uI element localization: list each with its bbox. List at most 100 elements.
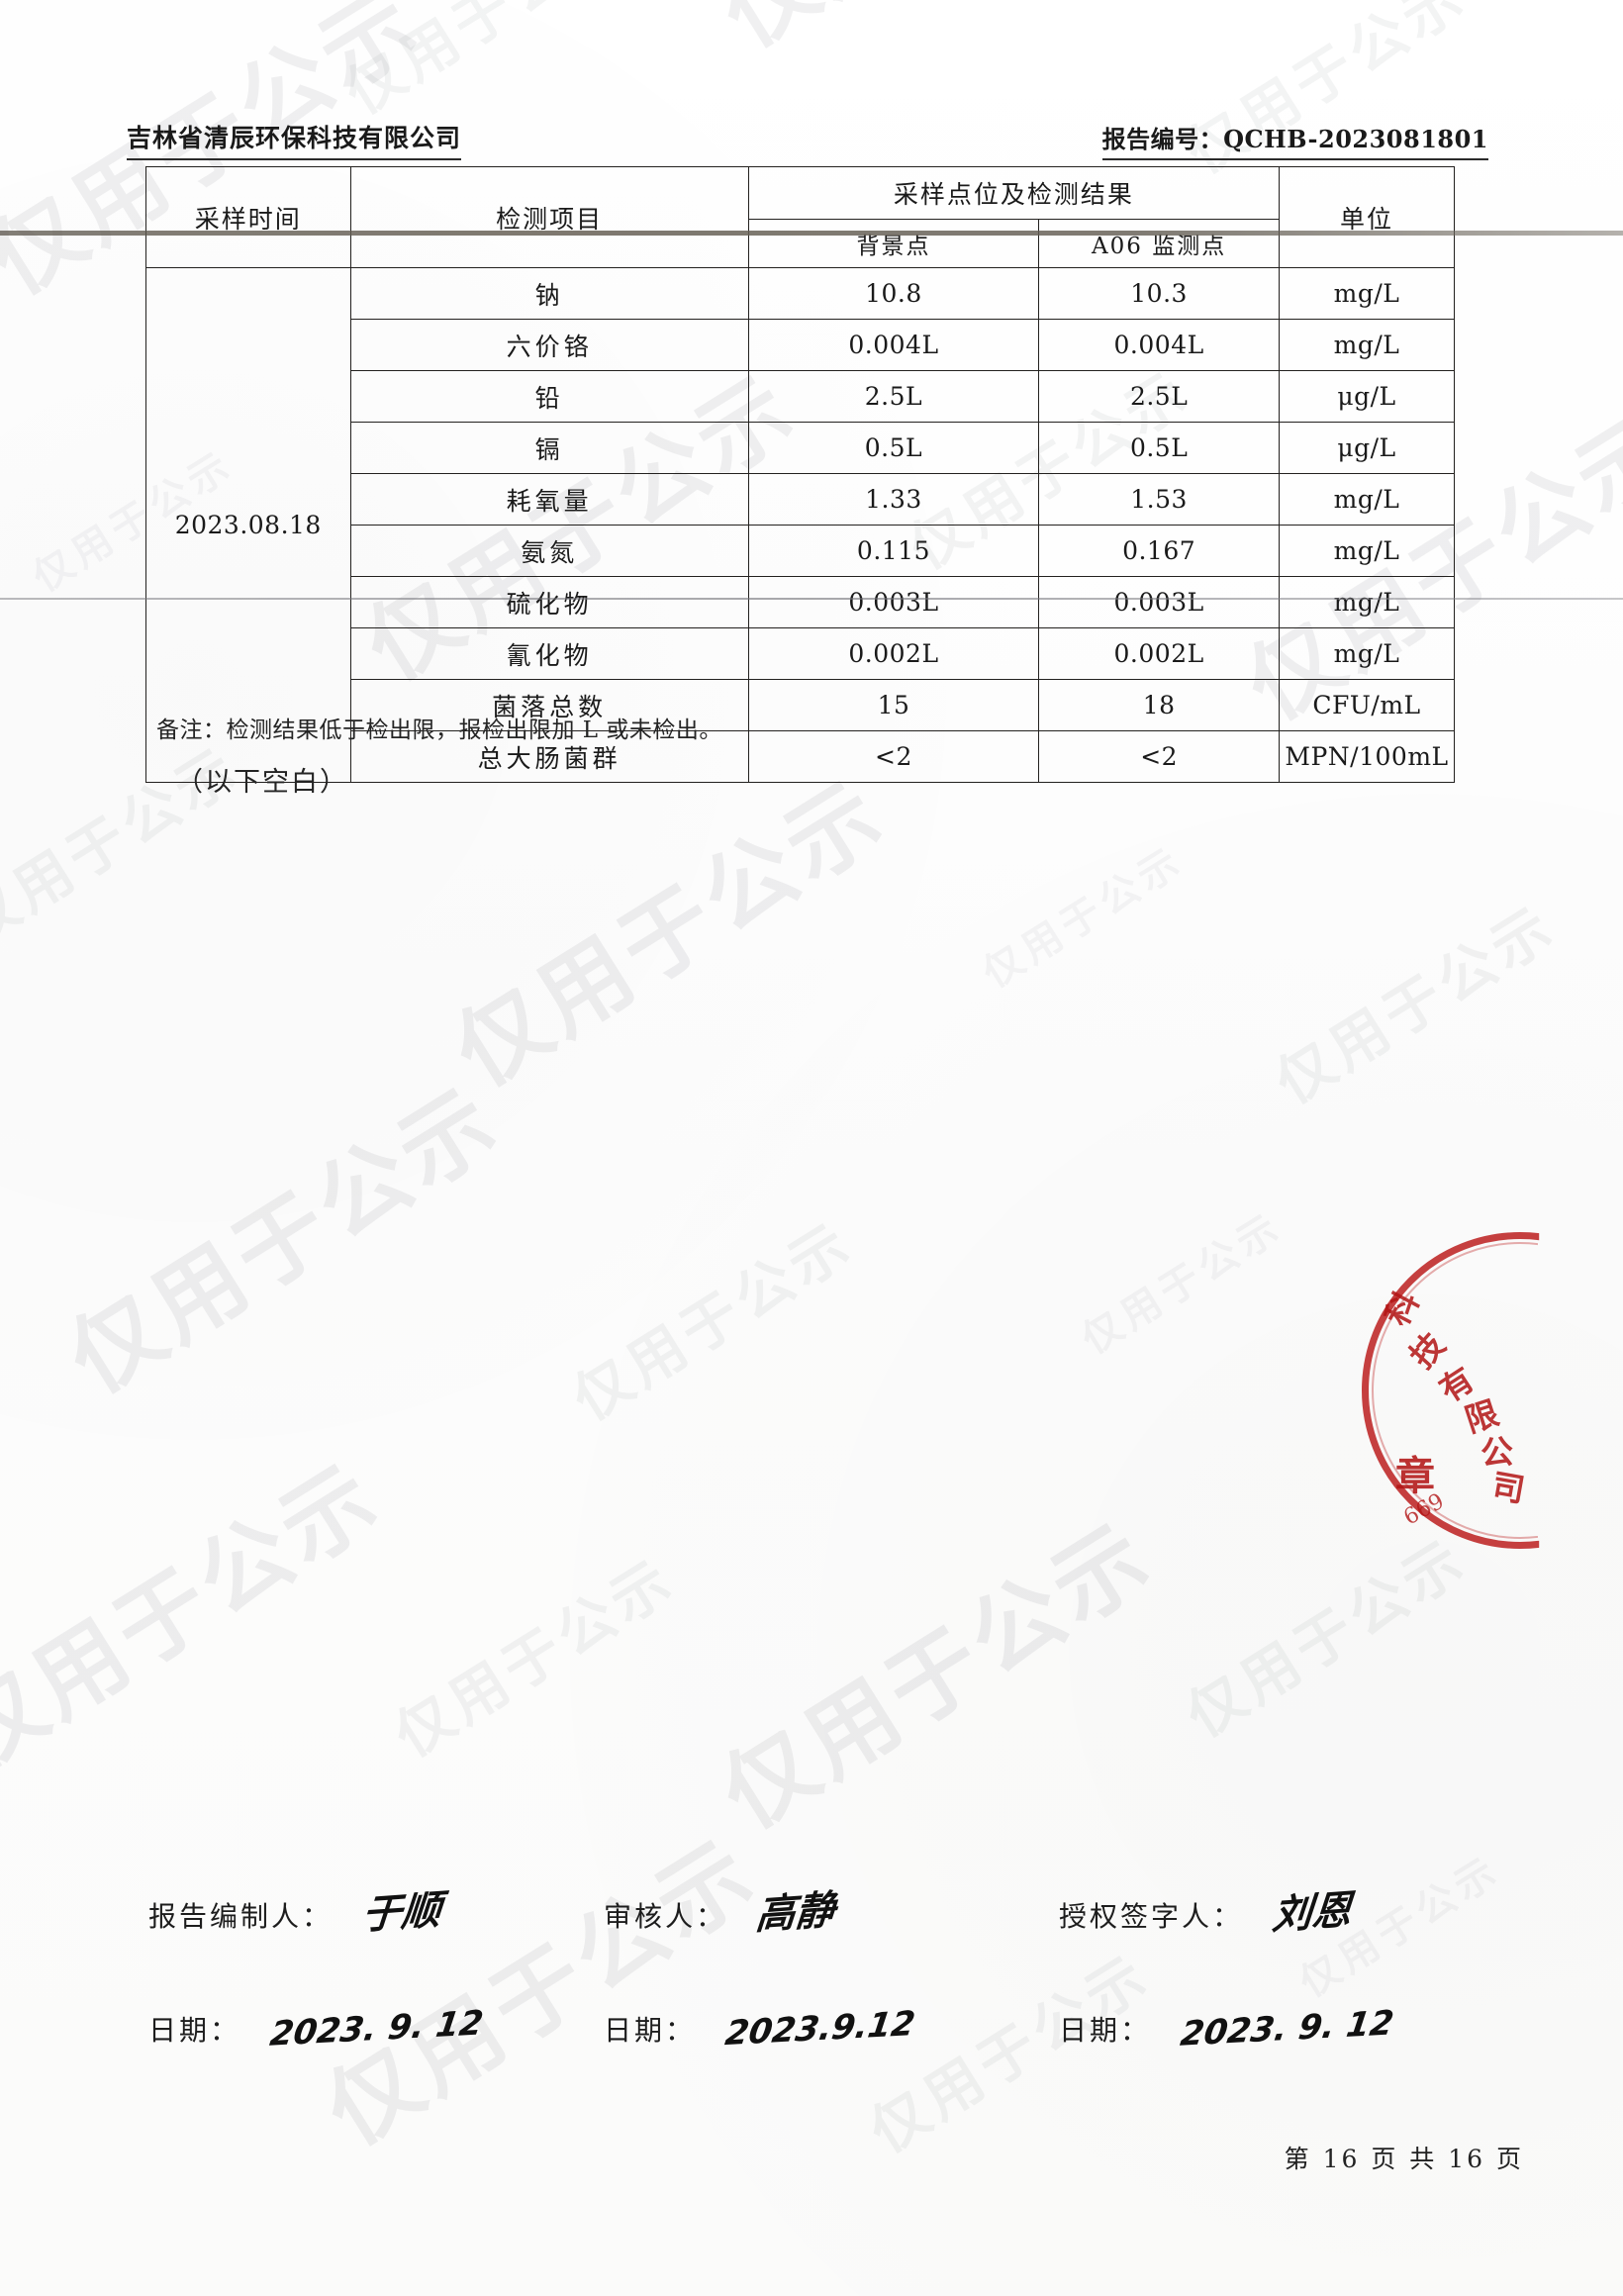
a06-value-cell: 0.003L: [1038, 576, 1281, 628]
date-label-reviewer: 日期：: [604, 2014, 697, 2047]
preparer-date: 2023. 9. 12: [267, 2003, 486, 2055]
table-row: 六价铬 0.004L 0.004L mg/L: [146, 319, 1455, 371]
table-row: 镉 0.5L 0.5L μg/L: [146, 422, 1455, 474]
background-value-cell: <2: [747, 730, 1040, 783]
seal-char: 技: [1401, 1325, 1453, 1376]
background-value-cell: 0.003L: [747, 576, 1040, 628]
column-header-sampling-time: 采样时间: [145, 166, 351, 268]
reviewer-label: 审核人：: [604, 1900, 727, 1933]
authorizer-date: 2023. 9. 12: [1178, 2003, 1396, 2055]
watermark-text: 仅用于公示: [382, 1545, 688, 1770]
company-seal: 科 技 有 限 公 司 章 669: [1362, 1232, 1623, 1549]
preparer-date-field: 日期： 2023. 9. 12: [148, 2003, 604, 2055]
seal-arc-text: 科 技 有 限 公 司: [1362, 1232, 1623, 1549]
unit-cell: mg/L: [1279, 319, 1455, 371]
test-item-cell: 氨氮: [349, 525, 749, 577]
a06-value-cell: 2.5L: [1038, 370, 1281, 423]
table-header-row: 采样时间 检测项目 采样点位及检测结果 单位: [145, 166, 1455, 268]
unit-cell: mg/L: [1279, 525, 1455, 577]
watermark-text: 仅用于公示: [1073, 1202, 1291, 1364]
column-header-background-point: 背景点: [747, 219, 1040, 268]
background-value-cell: 0.115: [747, 525, 1040, 577]
signature-dates-row: 日期： 2023. 9. 12 日期： 2023.9.12 日期： 2023. …: [148, 2003, 1455, 2055]
preparer-field: 报告编制人： 于顺: [148, 1880, 604, 1940]
watermark-text: 仅用于公示: [703, 1501, 1172, 1850]
column-header-points-results: 采样点位及检测结果: [747, 166, 1281, 220]
unit-cell: CFU/mL: [1279, 679, 1455, 731]
watermark-text: 仅用于公示: [1263, 892, 1569, 1117]
a06-value-cell: 0.004L: [1038, 319, 1281, 371]
background-value-cell: 2.5L: [747, 370, 1040, 423]
unit-cell: μg/L: [1279, 422, 1455, 474]
watermark-text: 仅用于公示: [333, 0, 638, 128]
date-label-preparer: 日期：: [148, 2014, 241, 2047]
test-item-cell: 钠: [349, 267, 749, 320]
date-label-authorizer: 日期：: [1059, 2014, 1152, 2047]
unit-cell: mg/L: [1279, 267, 1455, 320]
a06-value-cell: 0.5L: [1038, 422, 1281, 474]
company-name: 吉林省清辰环保科技有限公司: [127, 119, 462, 160]
seal-bottom-char: 章: [1395, 1453, 1435, 1499]
a06-value-cell: 1.53: [1038, 473, 1281, 526]
seal-char: 有: [1432, 1359, 1481, 1410]
blank-below-note: （以下空白）: [176, 767, 348, 798]
watermark-text: 仅用于公示: [1174, 0, 1480, 187]
document-header: 吉林省清辰环保科技有限公司 报告编号：QCHB-2023081801: [127, 119, 1488, 160]
test-item-cell: 氰化物: [349, 627, 749, 680]
background-value-cell: 10.8: [747, 267, 1040, 320]
column-header-test-item: 检测项目: [349, 166, 749, 268]
table-row: 硫化物 0.003L 0.003L mg/L: [146, 576, 1455, 628]
table-row: 氰化物 0.002L 0.002L mg/L: [146, 627, 1455, 680]
sampling-date-cell: 2023.08.18: [145, 267, 351, 783]
watermark-text: 仅用于公示: [693, 0, 1174, 72]
a06-value-cell: 18: [1038, 679, 1281, 731]
signature-names-row: 报告编制人： 于顺 审核人： 高静 授权签字人： 刘恩: [148, 1880, 1455, 1940]
unit-cell: mg/L: [1279, 576, 1455, 628]
watermark-text: 仅用于公示: [1174, 1525, 1480, 1751]
reviewer-date-field: 日期： 2023.9.12: [604, 2004, 1059, 2054]
a06-value-cell: 10.3: [1038, 267, 1281, 320]
watermark-text: 仅用于公示: [0, 1442, 400, 1790]
seal-char: 公: [1479, 1431, 1515, 1474]
table-row: 铅 2.5L 2.5L μg/L: [146, 370, 1455, 423]
test-item-cell: 菌落总数: [349, 679, 749, 731]
watermark-text: 仅用于公示: [435, 759, 905, 1107]
table-row: 耗氧量 1.33 1.53 mg/L: [146, 473, 1455, 526]
test-item-cell: 铅: [349, 370, 749, 423]
preparer-signature: 于顺: [359, 1887, 443, 1940]
unit-cell: mg/L: [1279, 627, 1455, 680]
reviewer-field: 审核人： 高静: [604, 1880, 1059, 1940]
test-item-cell: 六价铬: [349, 319, 749, 371]
table-row: 总大肠菌群 <2 <2 MPN/100mL: [146, 730, 1455, 783]
background-value-cell: 1.33: [747, 473, 1040, 526]
watermark-text: 仅用于公示: [560, 1208, 866, 1434]
test-item-cell: 总大肠菌群: [349, 730, 749, 783]
authorizer-signature: 刘恩: [1270, 1887, 1354, 1940]
table-body: 2023.08.18 钠 10.8 10.3 mg/L 六价铬 0.004L 0…: [145, 267, 1455, 783]
column-header-unit: 单位: [1279, 166, 1455, 268]
reviewer-signature: 高静: [753, 1887, 837, 1940]
a06-value-cell: <2: [1038, 730, 1281, 783]
unit-cell: μg/L: [1279, 370, 1455, 423]
report-number: 报告编号：QCHB-2023081801: [1101, 120, 1488, 160]
a06-value-cell: 0.167: [1038, 525, 1281, 577]
watermark-text: 仅用于公示: [49, 1066, 519, 1414]
background-value-cell: 0.5L: [747, 422, 1040, 474]
seal-inner-ring: [1372, 1242, 1538, 1539]
authorizer-field: 授权签字人： 刘恩: [1059, 1880, 1455, 1940]
unit-cell: MPN/100mL: [1279, 730, 1455, 783]
test-item-cell: 硫化物: [349, 576, 749, 628]
background-value-cell: 0.002L: [747, 627, 1040, 680]
authorizer-date-field: 日期： 2023. 9. 12: [1059, 2003, 1455, 2055]
test-results-table: 采样时间 检测项目 采样点位及检测结果 单位 背景点 A06 监测点 2023.…: [145, 166, 1455, 783]
table-row: 2023.08.18 钠 10.8 10.3 mg/L: [145, 267, 1455, 783]
unit-cell: mg/L: [1279, 473, 1455, 526]
page-footer: 第 16 页 共 16 页: [1284, 2145, 1524, 2173]
column-header-a06-point: A06 监测点: [1038, 219, 1281, 268]
seal-number: 669: [1399, 1488, 1449, 1531]
background-value-cell: 0.004L: [747, 319, 1040, 371]
a06-value-cell: 0.002L: [1038, 627, 1281, 680]
background-value-cell: 15: [747, 679, 1040, 731]
seal-outer-ring: [1362, 1232, 1540, 1549]
